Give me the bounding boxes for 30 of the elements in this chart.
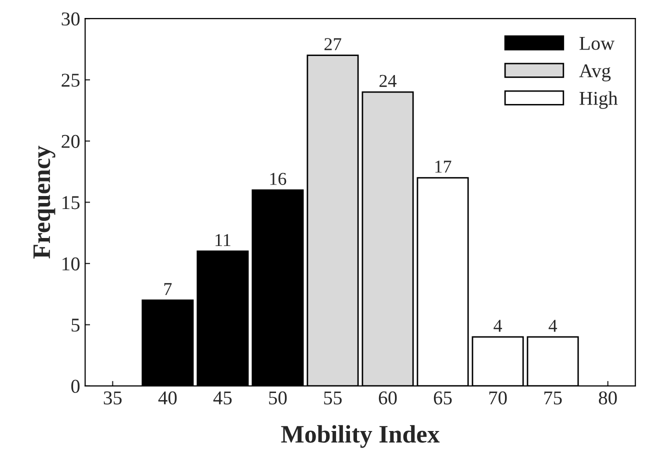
x-tick-label: 35 bbox=[104, 391, 122, 404]
legend-label: Low bbox=[580, 36, 615, 50]
data-label: 7 bbox=[164, 283, 172, 295]
x-tick-label: 65 bbox=[434, 391, 452, 404]
data-label: 17 bbox=[435, 160, 452, 173]
x-tick-label: 45 bbox=[213, 392, 232, 404]
x-tick-label: 80 bbox=[598, 391, 617, 404]
x-tick-label: 60 bbox=[378, 391, 397, 404]
y-tick-label: 5 bbox=[72, 318, 80, 332]
x-tick-label: 40 bbox=[158, 391, 177, 404]
y-tick-label: 25 bbox=[62, 74, 80, 87]
y-tick-label: 10 bbox=[62, 257, 80, 270]
y-tick-label: 0 bbox=[71, 380, 80, 393]
legend-label: Avg bbox=[579, 64, 611, 82]
y-tick-label: 15 bbox=[62, 196, 80, 210]
y-tick-label: 20 bbox=[62, 134, 80, 148]
data-label: 24 bbox=[380, 74, 397, 87]
data-label: 11 bbox=[216, 234, 230, 246]
x-tick-label: 50 bbox=[269, 391, 287, 404]
data-label: 27 bbox=[324, 38, 342, 50]
y-tick-label: 30 bbox=[62, 12, 80, 26]
data-label: 4 bbox=[494, 320, 502, 332]
x-axis-title: Mobility Index bbox=[281, 425, 440, 448]
data-label: 16 bbox=[270, 172, 286, 185]
y-axis-title: Frequency bbox=[34, 146, 56, 259]
x-tick-label: 75 bbox=[544, 392, 562, 404]
x-tick-label: 70 bbox=[489, 391, 507, 404]
x-tick-label: 55 bbox=[324, 392, 342, 404]
data-label: 4 bbox=[548, 320, 558, 332]
legend-label: High bbox=[580, 91, 618, 109]
